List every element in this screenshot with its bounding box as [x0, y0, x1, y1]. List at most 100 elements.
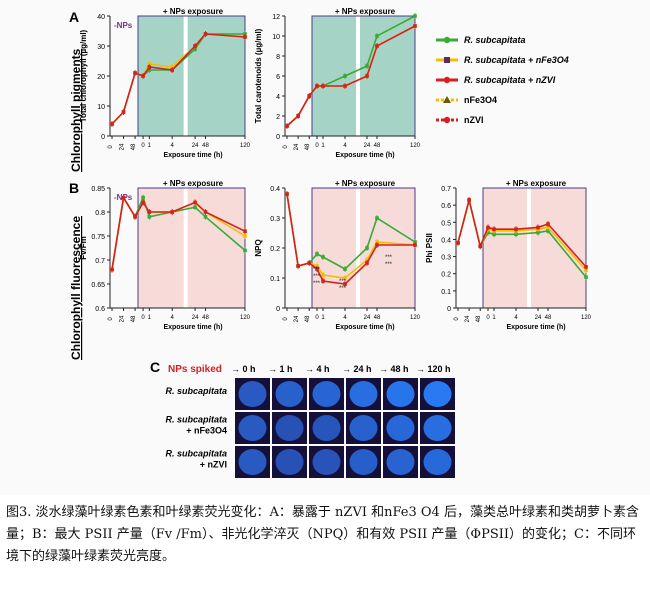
exposure-header: + NPs exposure	[506, 179, 567, 188]
x-tick-label: 4	[514, 315, 518, 321]
chart-2: + NPs exposure-NPs0.60.650.70.750.80.850…	[79, 179, 251, 331]
x-tick-label: 0	[315, 143, 319, 149]
exposure-region	[483, 188, 586, 308]
x-axis-label: Exposure time (h)	[335, 324, 394, 331]
exposure-header: + NPs exposure	[335, 179, 396, 188]
nps-spiked-label: NPs spiked	[168, 364, 222, 375]
data-point	[321, 84, 325, 88]
data-point	[321, 273, 325, 277]
data-point	[413, 14, 417, 18]
x-tick-label: 0	[141, 315, 145, 321]
data-point	[343, 74, 347, 78]
x-tick-label: 4	[171, 143, 175, 149]
data-point	[584, 268, 588, 273]
fluorescence-disc	[349, 415, 378, 441]
y-tick-label: 0.65	[91, 282, 105, 289]
x-tick-label: 48	[545, 315, 552, 321]
data-point	[147, 210, 152, 214]
fluorescence-grid: NPs spiked → 0 h → 1 h → 4 h → 24 h → 48 h → …	[165, 364, 455, 478]
data-point	[121, 110, 126, 114]
axis-break	[356, 188, 360, 308]
y-tick-label: 0.1	[441, 289, 451, 296]
fluorescence-disc	[275, 415, 304, 441]
legend-marker	[444, 57, 450, 63]
exposure-header: + NPs exposure	[335, 7, 396, 16]
y-tick-label: 40	[97, 14, 105, 21]
figure: A B C Chlorophyll pigments Chlorophyll f…	[69, 7, 592, 478]
x-tick-label: 48	[131, 315, 137, 322]
x-tick-label: 1	[148, 315, 152, 321]
y-tick-label: 20	[97, 74, 105, 81]
figure-svg: A B C Chlorophyll pigments Chlorophyll f…	[69, 7, 592, 478]
legend: R. subcapitata R. subcapitata + nFe3O4 R. …	[436, 35, 569, 125]
data-point	[296, 264, 300, 268]
time-label: → 1 h	[268, 364, 293, 374]
data-point	[343, 84, 347, 88]
data-point	[375, 243, 379, 247]
fluorescence-disc	[238, 415, 267, 441]
legend-marker	[443, 116, 451, 124]
y-axis-label: Fv/Fm	[79, 236, 88, 260]
data-point	[321, 255, 325, 259]
x-tick-label: 24	[535, 315, 542, 321]
exposure-region	[312, 16, 415, 136]
y-tick-label: 10	[97, 104, 105, 111]
data-point	[285, 192, 289, 196]
x-tick-label: 24	[294, 143, 300, 150]
axis-break	[183, 16, 188, 136]
x-tick-label: 24	[192, 143, 199, 149]
y-tick-label: 0.4	[270, 186, 280, 193]
data-point	[203, 32, 208, 36]
y-tick-label: 30	[97, 44, 105, 51]
data-point	[536, 225, 540, 230]
fluorescence-disc	[275, 449, 304, 475]
fluorescence-disc	[275, 381, 304, 407]
panel-c-label: C	[150, 359, 160, 375]
x-tick-label: 120	[581, 315, 592, 321]
x-axis-label: Exposure time (h)	[506, 324, 565, 331]
x-tick-label: 48	[374, 315, 381, 321]
row-label-b: Chlorophyll fluorescence	[69, 216, 83, 360]
time-label: → 120 h	[416, 364, 451, 374]
data-point	[296, 114, 300, 118]
row-label: R. subcapitata	[165, 415, 227, 425]
data-point	[170, 68, 174, 72]
x-tick-label: 0	[454, 317, 460, 321]
data-point	[413, 24, 417, 28]
data-point	[492, 232, 496, 237]
data-point	[546, 225, 550, 230]
x-tick-label: 24	[120, 143, 126, 150]
y-tick-label: 0.75	[91, 234, 105, 241]
data-point	[315, 84, 319, 88]
y-tick-label: 0.1	[270, 276, 280, 283]
data-point	[486, 225, 490, 230]
data-point	[584, 275, 588, 279]
x-tick-label: 0	[141, 143, 145, 149]
fluorescence-disc	[238, 381, 267, 407]
significance-mark: ***	[313, 274, 321, 280]
legend-marker	[443, 76, 451, 84]
x-tick-label: 0	[283, 145, 289, 149]
data-point	[203, 215, 208, 219]
y-tick-label: 4	[276, 94, 280, 101]
y-tick-label: 0.5	[441, 220, 451, 227]
axis-break	[527, 188, 531, 308]
y-tick-label: 8	[276, 54, 280, 61]
fluorescence-disc	[349, 449, 378, 475]
x-tick-label: 120	[410, 143, 421, 149]
data-point	[110, 122, 114, 126]
x-tick-label: 0	[108, 145, 114, 149]
x-tick-label: 120	[410, 315, 421, 321]
data-point	[584, 265, 588, 269]
fluorescence-disc	[386, 415, 415, 441]
row-label: + nZVI	[200, 460, 227, 470]
data-point	[170, 210, 174, 214]
row-label: + nFe3O4	[186, 426, 227, 436]
x-tick-label: 4	[171, 315, 175, 321]
data-point	[203, 210, 208, 214]
data-point	[110, 267, 114, 272]
data-point	[343, 282, 347, 286]
data-point	[321, 279, 325, 283]
x-tick-label: 0	[108, 317, 114, 321]
